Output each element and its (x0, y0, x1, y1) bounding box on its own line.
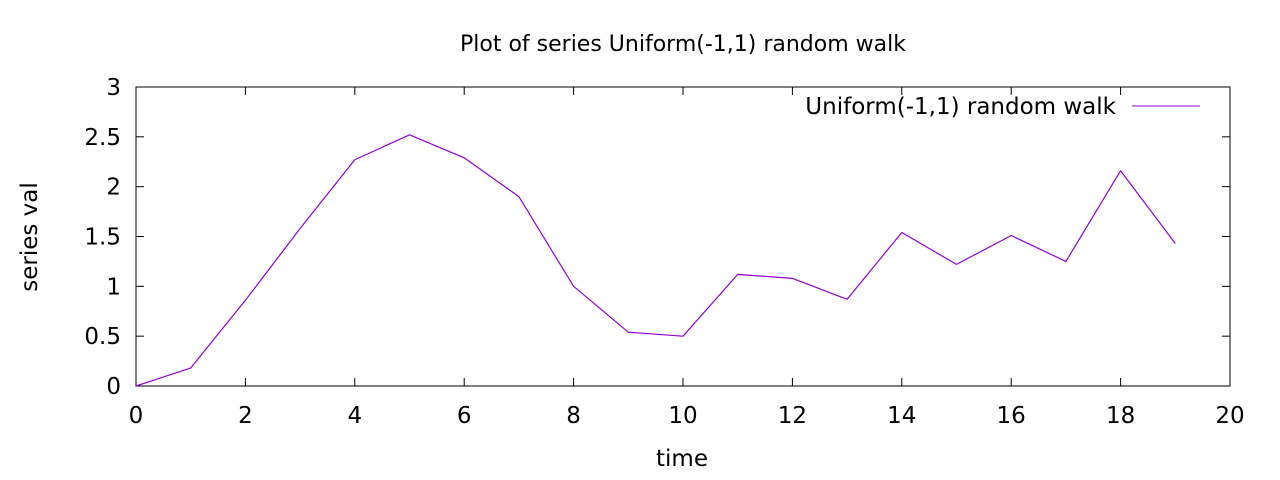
x-axis-ticks: 0 2 4 6 8 10 12 14 16 18 20 (129, 87, 1245, 429)
x-tick-label: 18 (1106, 403, 1135, 429)
y-tick-label: 0.5 (84, 324, 121, 350)
series-line (135, 134, 1176, 387)
x-tick-label: 12 (778, 403, 807, 429)
x-tick-label: 4 (347, 403, 362, 429)
y-tick-label: 2 (106, 175, 121, 201)
y-axis-label: series val (17, 182, 43, 292)
x-tick-label: 2 (238, 403, 253, 429)
x-tick-label: 0 (129, 403, 144, 429)
y-tick-label: 2.5 (84, 125, 121, 151)
y-tick-label: 0 (106, 374, 121, 400)
plot-frame (135, 86, 1231, 387)
chart-title: Plot of series Uniform(-1,1) random walk (460, 32, 906, 57)
y-axis-ticks: 0 0.5 1 1.5 2 2.5 3 (84, 75, 1230, 400)
y-tick-label: 3 (106, 75, 121, 101)
x-tick-label: 20 (1215, 403, 1244, 429)
y-tick-label: 1 (106, 274, 121, 300)
x-tick-label: 10 (668, 403, 697, 429)
x-tick-label: 6 (457, 403, 472, 429)
series-layer (135, 134, 1176, 387)
x-axis-label: time (656, 446, 708, 472)
y-tick-label: 1.5 (84, 225, 121, 251)
legend-label: Uniform(-1,1) random walk (805, 94, 1116, 120)
x-tick-label: 8 (566, 403, 581, 429)
x-tick-label: 16 (997, 403, 1026, 429)
legend: Uniform(-1,1) random walk (805, 94, 1200, 120)
x-tick-label: 14 (887, 403, 916, 429)
